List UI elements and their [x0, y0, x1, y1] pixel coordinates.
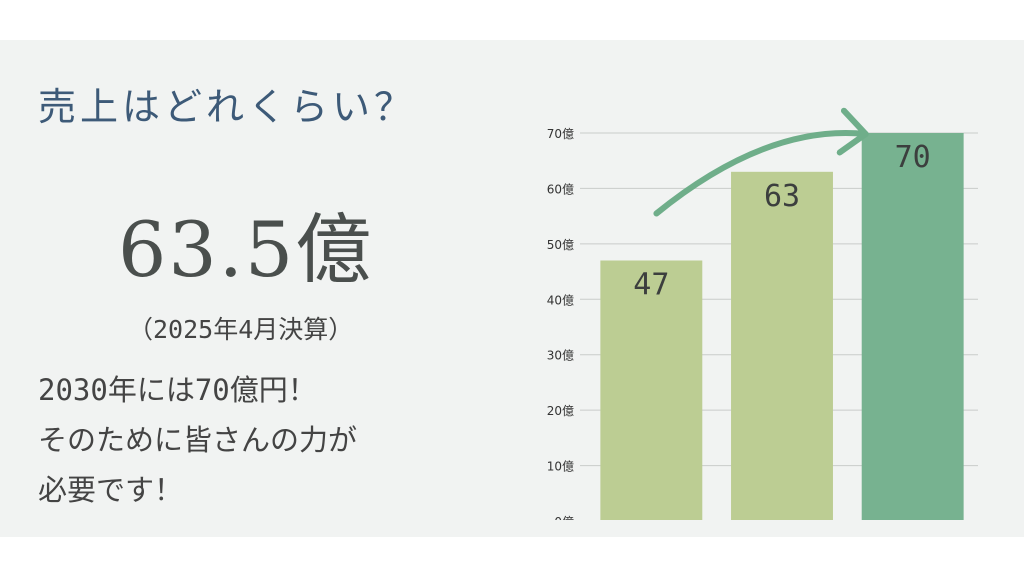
data-label: 47 — [633, 267, 669, 302]
y-tick-label: 50億 — [547, 238, 574, 252]
y-tick-label: 40億 — [547, 293, 574, 307]
y-tick-label: 60億 — [547, 182, 574, 196]
data-labels: 47 63 70 — [633, 140, 930, 302]
slide-background: 売上はどれくらい？ 63.5億 （2025年4月決算） 2030年には70億円！… — [0, 40, 1024, 537]
y-tick-label: 20億 — [547, 404, 574, 418]
bar-2030 — [861, 133, 964, 520]
goal-message: 2030年には70億円！ そのために皆さんの力が 必要です！ — [38, 365, 357, 515]
y-tick-label: 10億 — [547, 460, 574, 474]
y-axis: 0億 10億 20億 30億 40億 50億 60億 70億 — [547, 127, 574, 520]
message-line: 必要です！ — [38, 473, 184, 507]
bar-2020 — [600, 260, 703, 520]
y-tick-label: 0億 — [554, 515, 574, 520]
data-label: 70 — [895, 140, 931, 175]
message-line: 2030年には70億円！ — [38, 373, 317, 407]
fiscal-period-note: （2025年4月決算） — [128, 315, 354, 344]
y-tick-label: 70億 — [547, 127, 574, 141]
trend-arrow — [653, 107, 869, 217]
sales-bar-chart: 0億10億20億30億40億50億60億70億 202020252030 476… — [547, 107, 978, 520]
bar-2025 — [731, 171, 833, 520]
page-title: 売上はどれくらい？ — [38, 85, 417, 129]
data-label: 63 — [764, 179, 800, 214]
bars — [600, 133, 964, 520]
message-line: そのために皆さんの力が — [38, 423, 358, 457]
sales-value: 63.5億 — [118, 205, 374, 294]
y-tick-label: 30億 — [547, 349, 574, 363]
